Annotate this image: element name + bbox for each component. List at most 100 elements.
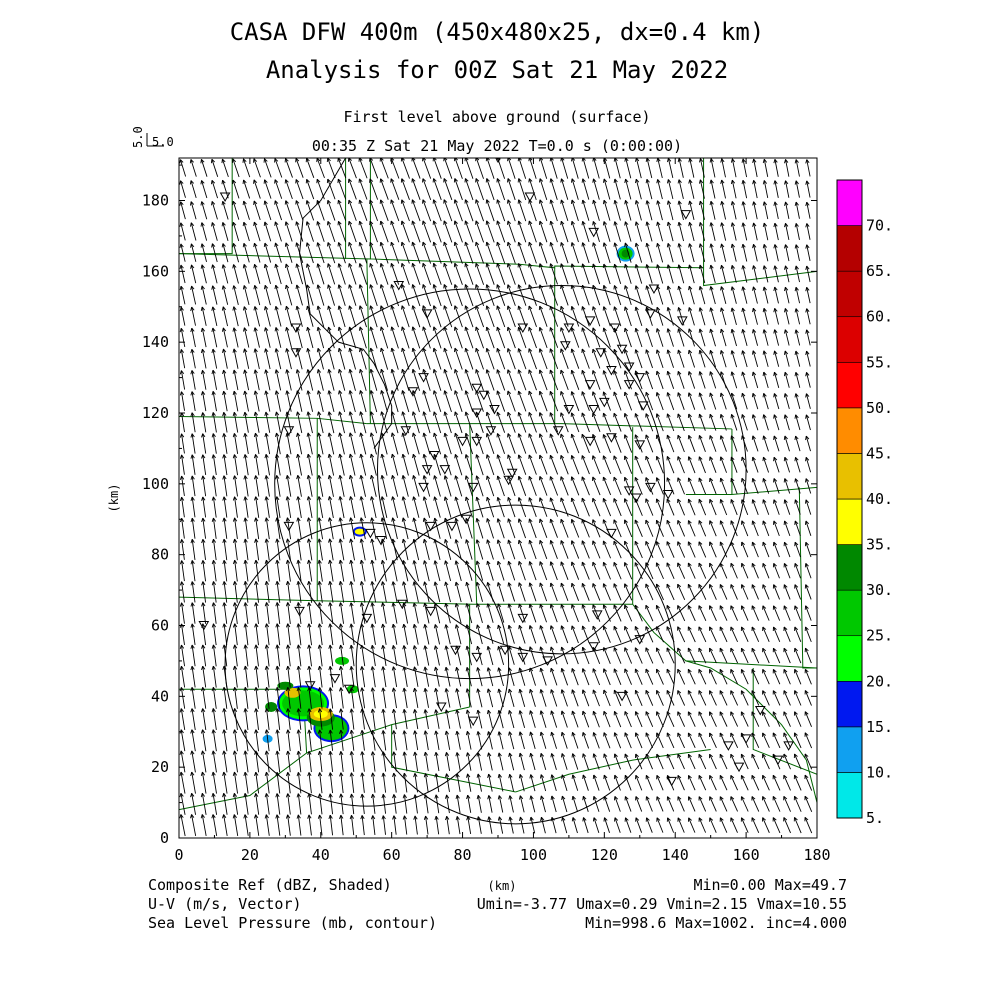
wind-vector	[698, 435, 706, 452]
wind-vector	[316, 263, 325, 285]
wind-vector	[359, 581, 366, 603]
wind-vector	[496, 454, 505, 476]
wind-vector	[401, 347, 410, 370]
wind-vector	[539, 539, 548, 560]
wind-vector	[201, 412, 207, 433]
wind-vector	[687, 796, 696, 812]
colorbar-label: 5.	[866, 809, 884, 827]
wind-vector	[190, 306, 196, 326]
x-tick-label: 180	[803, 846, 830, 864]
wind-vector	[464, 305, 474, 328]
wind-vector	[666, 179, 674, 200]
wind-vector	[295, 200, 304, 221]
wind-vector	[549, 390, 559, 412]
wind-vector	[528, 241, 537, 264]
wind-vector	[783, 329, 790, 346]
wind-vector	[592, 263, 601, 285]
wind-vector	[401, 284, 410, 307]
wind-vector	[274, 411, 281, 433]
wind-vector	[422, 496, 431, 518]
wind-vector	[560, 263, 569, 285]
y-tick-label: 160	[142, 262, 169, 280]
wind-vector	[423, 794, 429, 814]
wind-vector	[200, 180, 208, 199]
wind-vector	[242, 306, 250, 327]
radar-site-marker	[584, 316, 596, 326]
wind-vector	[805, 159, 811, 177]
wind-vector	[677, 370, 685, 389]
wind-vector	[762, 286, 769, 304]
wind-vector	[549, 540, 558, 559]
wind-vector	[465, 517, 473, 539]
wind-vector	[805, 223, 811, 240]
wind-vector	[794, 393, 801, 409]
wind-vector	[380, 559, 387, 582]
wind-vector	[751, 690, 760, 706]
wind-vector	[517, 454, 527, 475]
wind-vector	[571, 710, 579, 728]
wind-vector	[698, 264, 706, 284]
wind-vector	[497, 731, 504, 750]
reflectivity-cells	[262, 245, 635, 743]
wind-vector	[496, 284, 506, 306]
wind-vector	[645, 391, 654, 411]
wind-vector	[793, 795, 802, 812]
wind-vector	[179, 454, 185, 475]
reflectivity-cell	[354, 528, 365, 535]
wind-vector	[179, 496, 185, 518]
wind-vector	[645, 158, 653, 179]
wind-vector	[762, 520, 770, 537]
wind-vector	[380, 326, 389, 349]
wind-vector	[529, 710, 536, 728]
wind-vector	[211, 771, 217, 794]
wind-vector	[730, 711, 739, 727]
wind-vector	[454, 369, 463, 391]
wind-vector	[804, 605, 812, 621]
wind-vector	[476, 773, 482, 792]
wind-vector	[613, 370, 622, 390]
wind-vector	[804, 690, 812, 706]
wind-vector	[275, 750, 281, 773]
wind-vector	[762, 478, 770, 494]
radar-site-marker	[283, 426, 295, 436]
colorbar-label: 55.	[866, 353, 893, 371]
wind-vector	[741, 329, 748, 347]
wind-vector	[740, 774, 749, 791]
wind-vector	[613, 498, 622, 517]
radar-site-markers	[198, 158, 794, 787]
wind-vector	[275, 793, 281, 815]
wind-vector	[635, 796, 643, 812]
wind-vector	[581, 263, 590, 285]
county-line	[515, 748, 711, 793]
wind-vector	[561, 817, 568, 834]
wind-vector	[677, 434, 685, 453]
wind-vector	[624, 817, 632, 833]
wind-vector	[486, 709, 493, 729]
wind-vector	[804, 774, 813, 791]
colorbar-label: 30.	[866, 581, 893, 599]
wind-vector	[794, 265, 800, 283]
wind-vector	[412, 538, 420, 561]
wind-vector	[592, 604, 601, 622]
wind-vector	[349, 729, 355, 751]
wind-vector	[687, 477, 696, 495]
wind-vector	[349, 815, 355, 836]
wind-vector	[275, 623, 281, 646]
wind-vector	[666, 243, 674, 263]
wind-vector	[434, 815, 440, 835]
colorbar-segment	[836, 407, 863, 454]
wind-vector	[286, 687, 291, 709]
wind-vector	[528, 263, 537, 285]
wind-vector	[285, 644, 291, 667]
wind-vector	[634, 242, 643, 263]
wind-vector	[411, 347, 421, 370]
wind-vector	[401, 496, 409, 518]
wind-vector	[752, 158, 758, 178]
wind-vector	[804, 563, 812, 579]
wind-vector	[740, 562, 749, 579]
wind-vector	[295, 390, 303, 412]
wind-vector	[190, 729, 196, 752]
radar-site-marker	[517, 323, 529, 334]
wind-vector	[211, 708, 217, 731]
wind-vector	[581, 668, 590, 686]
